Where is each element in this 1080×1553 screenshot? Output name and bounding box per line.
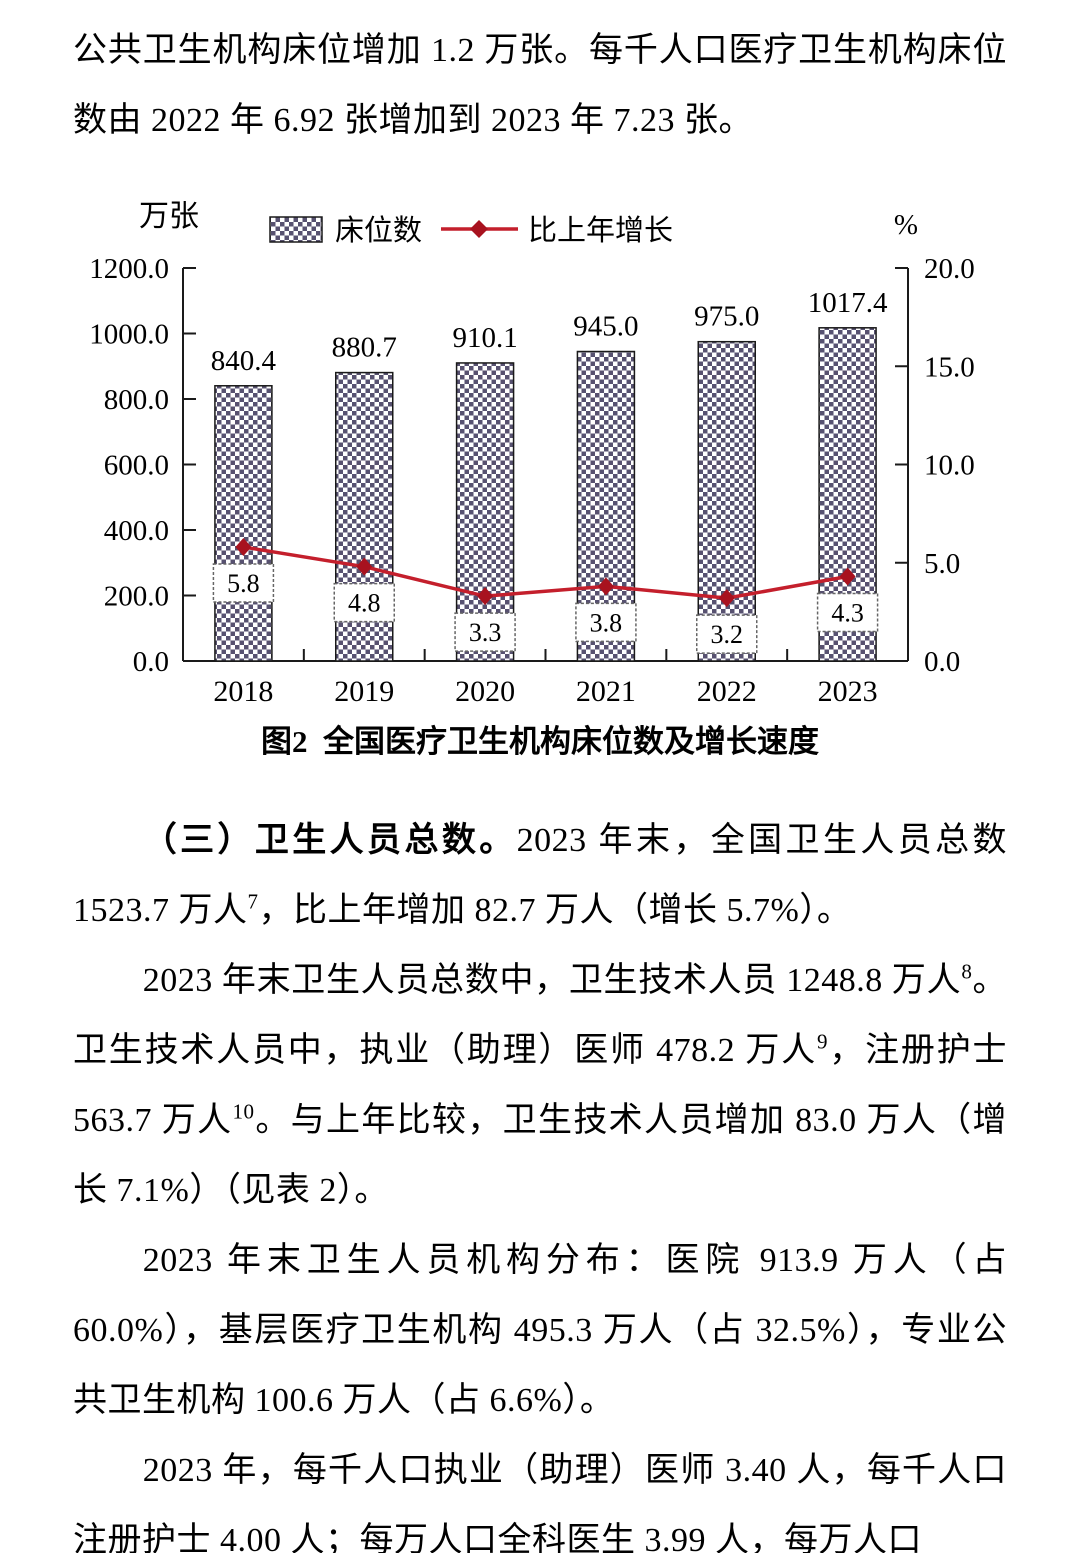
bar-2020: [455, 362, 515, 662]
footnote-marker: 7: [247, 889, 259, 914]
x-axis-category-label: 2023: [818, 675, 878, 708]
line-marker-2021: [597, 577, 614, 596]
bars-series: [214, 327, 877, 662]
left-axis-tick-label: 800.0: [104, 384, 169, 416]
axes: [182, 267, 909, 662]
line-value-label: 3.3: [469, 618, 502, 647]
line-marker-2018: [235, 538, 252, 557]
legend-line-marker: [470, 220, 488, 238]
right-axis-tick-label: 20.0: [924, 253, 975, 285]
x-axis-category-label: 2020: [455, 675, 515, 708]
text-run: 2023 年末卫生人员总数中，卫生技术人员 1248.8 万人: [142, 962, 962, 999]
line-value-box: [454, 612, 516, 652]
bar-value-label: 880.7: [332, 332, 397, 364]
left-axis-unit-label: 万张: [139, 200, 199, 233]
text-run: ，注册护士 563.7 万人: [73, 1032, 1007, 1139]
chart-legend: 床位数 比上年增长: [269, 214, 673, 247]
paragraph: 公共卫生机构床位增加 1.2 万张。每千人口医疗卫生机构床位数由 2022 年 …: [73, 16, 1007, 156]
line-value-label: 4.3: [831, 599, 864, 628]
legend-line-label: 比上年增长: [528, 214, 673, 247]
bar-value-label: 1017.4: [808, 287, 888, 319]
right-axis-unit-label: %: [894, 209, 918, 241]
line-value-box: [816, 592, 879, 633]
chart-figure: 万张% 床位数 比上年增长 0.0 200.0 400.0 600.0 800.0 1000.0…: [73, 186, 1007, 764]
legend-bar-label: 床位数: [335, 214, 422, 247]
bar-value-label: 975.0: [694, 301, 759, 333]
text-run: 。卫生技术人员中，执业（助理）医师 478.2 万人: [73, 962, 1008, 1069]
text-run: 2023 年末，全国卫生人员总数 1523.7 万人: [73, 822, 1008, 929]
x-axis-category-label: 2019: [334, 675, 394, 708]
paragraph: 2023 年末卫生人员总数中，卫生技术人员 1248.8 万人8。卫生技术人员中…: [73, 946, 1007, 1226]
bar-value-label: 910.1: [452, 322, 517, 354]
footnote-marker: 10: [232, 1099, 255, 1124]
paragraph: （三）卫生人员总数。2023 年末，全国卫生人员总数 1523.7 万人7，比上…: [73, 806, 1007, 946]
line-value-label: 3.8: [590, 608, 623, 637]
left-axis-tick-label: 1000.0: [89, 319, 169, 351]
x-axis-category-label: 2018: [213, 675, 273, 708]
line-value-box: [696, 614, 758, 654]
bold-run: （三）卫生人员总数。: [142, 822, 517, 859]
line-value-label: 3.2: [711, 620, 744, 649]
line-value-box: [333, 582, 395, 623]
right-axis-tick-label: 10.0: [924, 450, 975, 482]
text-run: 2023 年，每千人口执业（助理）医师 3.40 人，每千人口注册护士 4.00…: [73, 1452, 1007, 1553]
text-run: ，比上年增加 82.7 万人（增长 5.7%）。: [258, 892, 852, 929]
beds-and-growth-chart: 万张 % 床位数 比上年增长 0.0 200.0 400.0 600.0 800.0 1000.0…: [89, 200, 975, 708]
body-paragraphs: （三）卫生人员总数。2023 年末，全国卫生人员总数 1523.7 万人7，比上…: [73, 806, 1007, 1553]
growth-line-series: 5.8 4.8 3.3 3.8 3.2 4.3: [212, 538, 879, 654]
line-marker-2022: [718, 589, 735, 608]
left-axis-tick-label: 200.0: [104, 581, 169, 613]
bar-value-label: 945.0: [573, 311, 638, 343]
paragraph: 2023 年，每千人口执业（助理）医师 3.40 人，每千人口注册护士 4.00…: [73, 1436, 1007, 1553]
footnote-marker: 9: [817, 1029, 828, 1054]
line-value-label: 5.8: [227, 569, 260, 598]
text-run: 。与上年比较，卫生技术人员增加 83.0 万人（增长 7.1%）（见表 2）。: [73, 1102, 1007, 1209]
line-marker-2019: [356, 557, 373, 576]
bar-value-label: 840.4: [211, 345, 277, 377]
left-axis-tick-label: 1200.0: [89, 253, 169, 285]
text-run: 公共卫生机构床位增加 1.2 万张。每千人口医疗卫生机构床位数由 2022 年 …: [73, 32, 1007, 139]
text-run: 2023 年末卫生人员机构分布：医院 913.9 万人（占 60.0%），基层医…: [73, 1242, 1007, 1419]
line-value-label: 4.8: [348, 589, 381, 618]
x-axis-category-label: 2022: [697, 675, 757, 708]
growth-line: [243, 545, 848, 600]
x-axis-category-label: 2021: [576, 675, 636, 708]
line-marker-2020: [477, 587, 494, 606]
bar-2018: [214, 385, 273, 662]
left-axis-tick-label: 600.0: [104, 450, 169, 482]
bar-2022: [697, 340, 756, 662]
line-value-box: [212, 563, 275, 603]
line-marker-2023: [839, 567, 856, 586]
right-axis-tick-label: 0.0: [924, 646, 960, 678]
left-axis-tick-label: 400.0: [104, 515, 169, 547]
footnote-marker: 8: [961, 959, 973, 984]
right-axis-tick-label: 5.0: [924, 548, 960, 580]
intro-paragraph-block: 公共卫生机构床位增加 1.2 万张。每千人口医疗卫生机构床位数由 2022 年 …: [73, 16, 1007, 156]
paragraph: 2023 年末卫生人员机构分布：医院 913.9 万人（占 60.0%），基层医…: [73, 1226, 1007, 1436]
legend-bar-swatch: [269, 216, 323, 243]
right-axis-tick-label: 15.0: [924, 351, 975, 383]
line-value-box: [575, 602, 637, 643]
chart-caption: 图2 全国医疗卫生机构床位数及增长速度: [261, 724, 819, 759]
left-axis-tick-label: 0.0: [133, 646, 169, 678]
